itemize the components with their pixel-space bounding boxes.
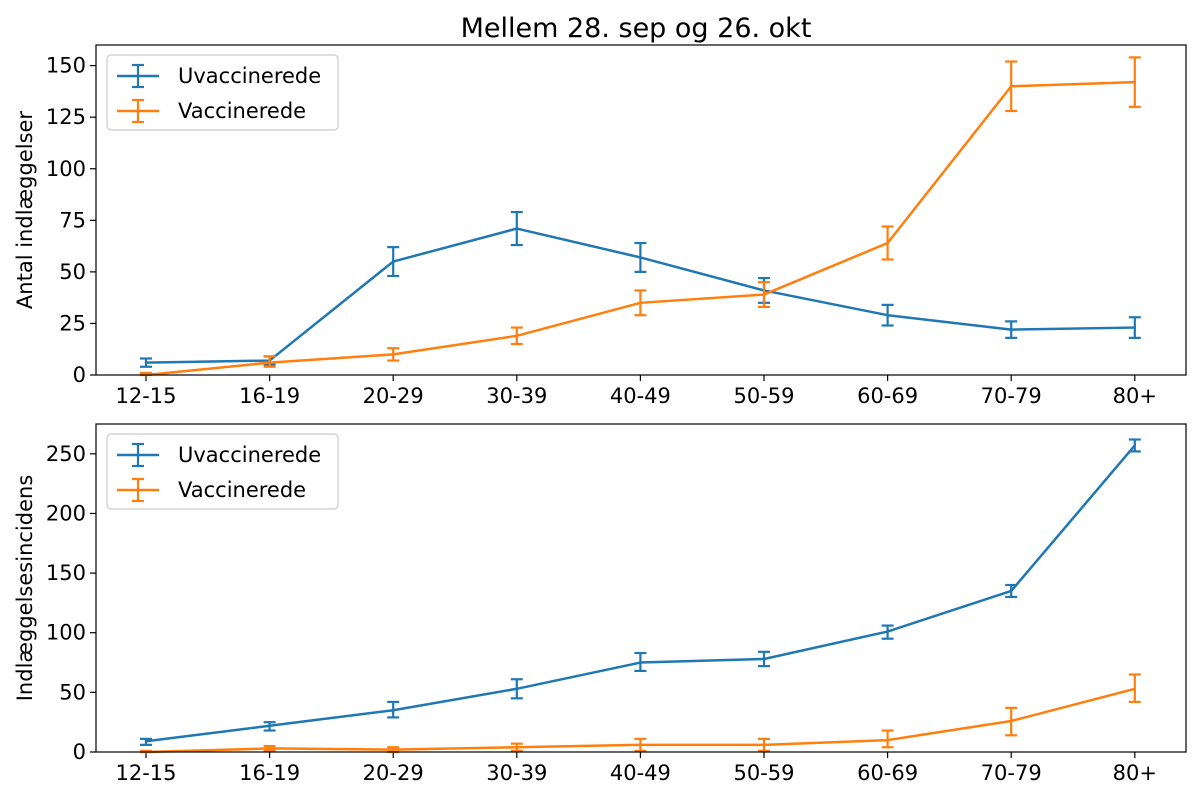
- data-point: [886, 738, 889, 742]
- x-tick-label: 60-69: [857, 384, 918, 408]
- data-point: [515, 746, 518, 749]
- y-tick-label: 75: [59, 208, 86, 232]
- data-point: [144, 740, 148, 743]
- data-point: [762, 657, 766, 661]
- axes-frame: [95, 44, 1187, 376]
- axes-frame: [95, 423, 1187, 753]
- y-tick-label: 200: [46, 501, 86, 525]
- data-point: [392, 260, 395, 263]
- data-point: [1010, 589, 1013, 593]
- x-tick-label: 20-29: [363, 761, 424, 785]
- data-point: [1133, 687, 1137, 690]
- legend-label: Uvaccinerede: [178, 64, 321, 88]
- y-tick-label: 25: [59, 311, 86, 335]
- data-point: [268, 724, 271, 727]
- data-point: [1010, 328, 1013, 331]
- legend: Uvaccinerede Vaccinerede: [106, 433, 339, 510]
- data-point: [392, 353, 395, 356]
- series-vaccinerede: [140, 56, 1141, 377]
- y-tick-label: 150: [46, 54, 86, 78]
- data-point: [639, 743, 642, 747]
- x-tick-label: 80+: [1113, 761, 1157, 785]
- legend-item-vaccinerede: Vaccinerede: [117, 98, 306, 124]
- x-tick-label: 70-79: [981, 384, 1042, 408]
- x-tick-label: 50-59: [733, 384, 794, 408]
- x-tick-label: 70-79: [981, 761, 1042, 785]
- y-tick-label: 100: [46, 621, 86, 645]
- data-point: [762, 293, 766, 296]
- y-tick-label: 0: [73, 363, 86, 387]
- data-point: [886, 630, 889, 633]
- y-tick-label: 250: [46, 442, 86, 466]
- legend-item-uvaccinerede: Uvaccinerede: [117, 442, 321, 468]
- data-point: [639, 661, 642, 664]
- data-point: [886, 313, 889, 317]
- y-tick-label: 0: [73, 740, 86, 764]
- data-point: [268, 747, 271, 750]
- y-axis-label: Antal indlæggelser: [13, 111, 37, 309]
- series-vaccinerede: [140, 673, 1141, 754]
- legend-box: [106, 433, 339, 510]
- data-point: [515, 227, 518, 230]
- y-tick-label: 50: [59, 680, 86, 704]
- y-tick-label: 50: [59, 260, 86, 284]
- data-point: [268, 361, 271, 364]
- legend-label: Vaccinerede: [178, 478, 306, 502]
- x-tick-label: 40-49: [610, 761, 671, 785]
- legend-box: [106, 54, 339, 131]
- x-tick-label: 16-19: [239, 384, 300, 408]
- series-uvaccinerede: [140, 438, 1141, 746]
- bottom-panel: 0 50 100 150 200 250 12-15 16-19 20-29 30-39 40-49…: [13, 423, 1187, 785]
- data-point: [144, 361, 148, 364]
- y-tick-label: 100: [46, 157, 86, 181]
- legend-item-vaccinerede: Vaccinerede: [117, 477, 306, 503]
- data-point: [1133, 444, 1137, 447]
- data-point: [392, 748, 395, 751]
- x-tick-label: 20-29: [363, 384, 424, 408]
- legend-label: Uvaccinerede: [178, 443, 321, 467]
- data-point: [1010, 85, 1013, 88]
- x-tick-label: 30-39: [486, 384, 547, 408]
- data-point: [515, 687, 518, 690]
- x-tick-label: 80+: [1113, 384, 1157, 408]
- y-axis-label: Indlæggelsesincidens: [13, 475, 37, 702]
- x-tick-label: 12-15: [115, 384, 176, 408]
- top-panel: 0 25 50 75 100 125 150 12-15 16-19 20-29 30-39 40-4…: [13, 44, 1187, 408]
- legend: Uvaccinerede Vaccinerede: [106, 54, 339, 131]
- data-point: [515, 334, 518, 338]
- data-point: [639, 256, 642, 259]
- y-tick-label: 125: [46, 105, 86, 129]
- x-tick-label: 30-39: [486, 761, 547, 785]
- legend-label: Vaccinerede: [178, 99, 306, 123]
- legend-item-uvaccinerede: Uvaccinerede: [117, 63, 321, 89]
- data-point: [1133, 326, 1137, 329]
- data-point: [762, 743, 766, 747]
- x-tick-label: 60-69: [857, 761, 918, 785]
- x-tick-label: 12-15: [115, 761, 176, 785]
- x-tick-label: 50-59: [733, 761, 794, 785]
- data-point: [886, 241, 889, 245]
- data-point: [639, 301, 642, 305]
- data-point: [1133, 80, 1137, 84]
- x-tick-label: 16-19: [239, 761, 300, 785]
- data-point: [392, 709, 395, 712]
- chart-title: Mellem 28. sep og 26. okt: [461, 13, 812, 44]
- data-point: [1010, 719, 1013, 723]
- x-tick-label: 40-49: [610, 384, 671, 408]
- y-tick-label: 150: [46, 561, 86, 585]
